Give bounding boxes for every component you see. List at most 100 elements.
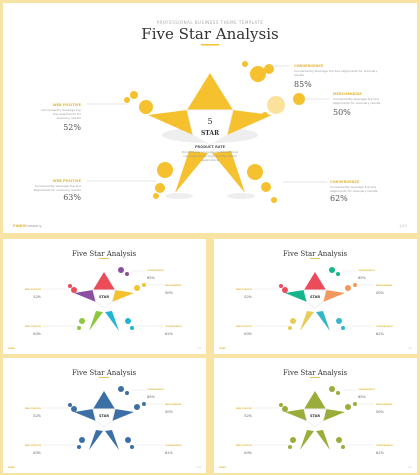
item-text: Conveniently leverage top line alignment… [294,69,378,73]
star-arm-bottom-right [212,151,245,193]
thumb-bubble [125,437,131,443]
thumb-star-arm [304,272,326,290]
thumb-item-label: WEB POSITIVE [25,445,42,447]
thumb-star-arm [93,272,115,290]
star-arm-left [148,110,193,135]
product-text-1: Dynamically innovate multifunctional [182,150,238,154]
thumb-item-value: 50% [376,291,384,295]
thumb-star-arm [89,311,103,331]
main-slide[interactable]: PROFESSIONAL BUSINESS THEME TEMPLATE Fiv… [3,3,417,233]
thumb-item-value: 85% [147,395,155,399]
thumb-center-label: STAR [99,414,109,418]
thumb-bubble [329,386,335,392]
thumb-item-value: 63% [244,332,252,336]
page-number: 1/15 [399,224,407,228]
thumb-item-label: MERCHANDISE [165,285,182,287]
thumb-item-label: WEB POSITIVE [25,408,42,410]
thumb-bubble [336,318,342,324]
thumb-star-arm [304,391,326,409]
thumb-item-value: 52% [33,414,41,418]
thumb-bubble [341,445,345,449]
thumb-item-value: 50% [165,410,173,414]
star-arm-bottom-left [175,151,208,193]
thumb-bubble [71,287,77,293]
connector-lines [87,65,330,183]
thumb-bubble [345,285,351,291]
thumb-bubble [118,386,124,392]
thumb-brand: PINKO [219,348,226,350]
thumb-bubble [279,284,283,288]
thumb-item-value: 52% [244,414,252,418]
item-value: 52% [63,123,81,132]
thumb-item-value: 52% [33,295,41,299]
thumb-bubble [290,437,296,443]
thumb-star-arm [285,409,307,421]
item-label: WEB POSITIVE [53,103,82,107]
thumb-item-value: 63% [244,451,252,455]
item-text: Conveniently leverage top line [35,184,81,188]
thumbnail-slide-4[interactable]: Five Star Analysis STAR WEB POSITIVE 52% CON… [214,358,417,473]
thumbnail-slide-2[interactable]: Five Star Analysis STAR WEB POSITIVE 52% CON… [214,239,417,354]
thumb-bubble [134,285,140,291]
thumb-item-label: MERCHANDISE [165,404,182,406]
thumb-bubble [125,391,129,395]
slide-subtitle: PROFESSIONAL BUSINESS THEME TEMPLATE [157,20,264,25]
thumb-bubble [329,267,335,273]
thumb-bubble [288,326,292,330]
item-value: 50% [333,108,351,117]
thumb-title: Five Star Analysis [283,250,348,258]
star-graphic [148,73,272,199]
thumb-bubble [77,326,81,330]
item-value: 85% [294,80,312,89]
star-arm-top [187,73,233,110]
item-value: 63% [63,193,81,202]
thumb-bubble [71,406,77,412]
item-label: CONVERGENCE [330,180,360,184]
item-text: Conveniently leverage top [41,108,81,112]
item-label: MERCHANDISE [333,92,362,96]
thumb-bubble [77,445,81,449]
thumb-center-label: STAR [99,295,109,299]
thumb-bubble [353,402,357,406]
thumb-item-label: MERCHANDISE [376,285,393,287]
thumb-item-value: 63% [33,451,41,455]
item-text: alignments for visionary results [333,101,381,105]
thumb-title: Five Star Analysis [72,250,137,258]
thumb-star-arm [74,290,96,302]
thumb-star-arm [74,409,96,421]
thumb-bubble [79,318,85,324]
brand-logo: PINKO [13,224,25,228]
item-label: WEB POSITIVE [53,179,82,183]
thumb-item-label: WEB POSITIVE [25,326,42,328]
thumb-bubble [345,404,351,410]
thumb-item-label: WEB POSITIVE [236,445,253,447]
thumb-bubble [142,283,146,287]
thumbnail-slide-1[interactable]: Five Star Analysis STAR WEB POSITIVE 52% CON… [3,239,206,354]
thumb-item-value: 62% [376,332,384,336]
thumb-item-value: 62% [376,451,384,455]
thumb-bubble [118,267,124,273]
thumb-bubble [134,404,140,410]
thumb-item-label: CONVERGENCE [147,389,164,391]
item-text: Conveniently leverage top line [333,97,379,101]
thumb-star-arm [285,290,307,302]
thumb-item-label: WEB POSITIVE [25,289,42,291]
thumb-star-arm [93,391,115,409]
decorative-bubbles [124,61,305,203]
thumbnail-slide-3[interactable]: Five Star Analysis STAR WEB POSITIVE 52% CON… [3,358,206,473]
thumb-brand: PINKO [8,348,15,350]
thumb-bubble [282,406,288,412]
product-rate-label: PRODUCT RATE [195,145,226,149]
thumb-bubble [288,445,292,449]
thumb-item-label: CONVERGENCE [358,389,375,391]
product-text-2: convergence through functionalized [183,154,237,158]
thumb-bubble [279,403,283,407]
thumb-bubble [125,272,129,276]
thumb-center-label: STAR [310,295,320,299]
thumb-item-label: WEB POSITIVE [236,408,253,410]
thumb-star-arm [89,430,103,450]
center-number: 5 [207,117,212,126]
thumb-bubble [125,318,131,324]
brand-suffix: Company [25,224,42,228]
item-text: line alignments for [53,112,82,116]
